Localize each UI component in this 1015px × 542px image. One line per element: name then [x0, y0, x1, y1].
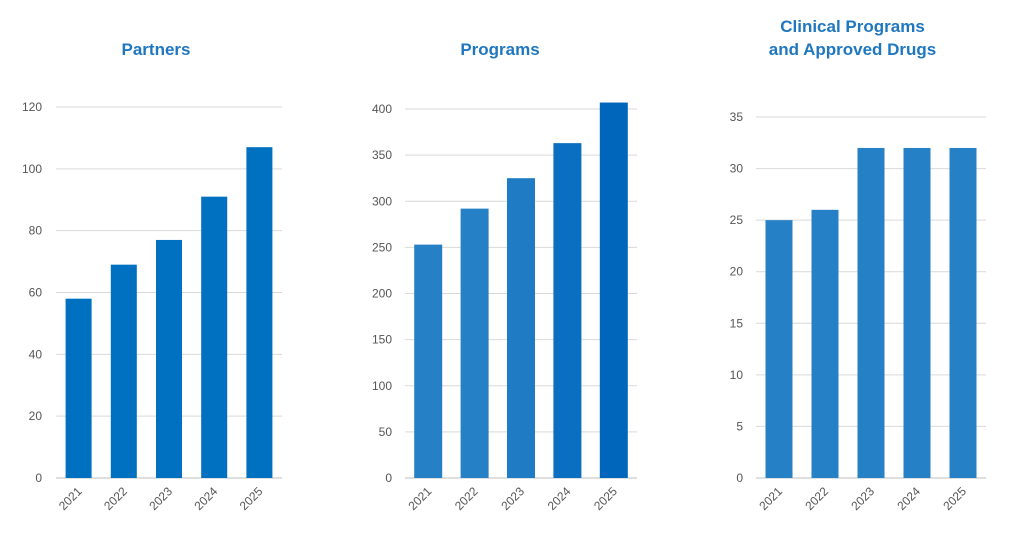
y-tick-label: 150 — [372, 333, 392, 347]
y-tick-label: 80 — [29, 224, 43, 238]
x-tick-label: 2022 — [802, 484, 831, 513]
bar — [599, 102, 628, 478]
y-tick-label: 30 — [730, 162, 744, 176]
y-tick-label: 0 — [736, 471, 743, 485]
chart-title-programs: Programs — [400, 38, 600, 61]
y-tick-label: 25 — [730, 213, 744, 227]
y-tick-label: 20 — [29, 409, 43, 423]
y-tick-label: 20 — [730, 265, 744, 279]
bar — [811, 209, 839, 479]
y-tick-label: 50 — [379, 425, 393, 439]
chart-title-clinical: Clinical Programs and Approved Drugs — [730, 15, 975, 61]
y-tick-label: 100 — [22, 162, 42, 176]
bar — [765, 220, 793, 478]
y-tick-label: 35 — [730, 110, 744, 124]
y-tick-label: 40 — [29, 347, 43, 361]
x-tick-label: 2023 — [848, 484, 877, 513]
bar — [156, 239, 182, 478]
bar — [903, 147, 931, 478]
y-tick-label: 400 — [372, 102, 392, 116]
bar — [507, 178, 535, 478]
bar — [460, 208, 489, 478]
x-tick-label: 2024 — [894, 484, 923, 513]
chart-title-line: Clinical Programs — [780, 17, 925, 36]
chart-title-line: Programs — [460, 40, 540, 59]
bar — [65, 298, 92, 478]
y-tick-label: 350 — [372, 148, 392, 162]
bar — [246, 147, 273, 479]
y-tick-label: 0 — [385, 471, 392, 485]
bar — [414, 244, 443, 478]
y-tick-label: 15 — [730, 316, 744, 330]
y-tick-label: 100 — [372, 379, 392, 393]
chart-title-line: Partners — [121, 40, 191, 59]
y-tick-label: 300 — [372, 194, 392, 208]
bar — [110, 264, 137, 478]
bar — [857, 147, 885, 478]
bar — [553, 143, 582, 478]
chart-title-partners: Partners — [56, 38, 256, 61]
y-tick-label: 120 — [22, 100, 42, 114]
x-tick-label: 2025 — [940, 484, 969, 513]
bar — [949, 147, 977, 478]
x-tick-label: 2021 — [756, 484, 785, 513]
y-tick-label: 10 — [730, 368, 744, 382]
y-tick-label: 250 — [372, 240, 392, 254]
y-tick-label: 5 — [736, 419, 743, 433]
chart-title-line: and Approved Drugs — [768, 40, 937, 59]
y-tick-label: 0 — [35, 471, 42, 485]
y-tick-label: 200 — [372, 287, 392, 301]
y-tick-label: 60 — [29, 286, 43, 300]
bar — [201, 196, 228, 479]
